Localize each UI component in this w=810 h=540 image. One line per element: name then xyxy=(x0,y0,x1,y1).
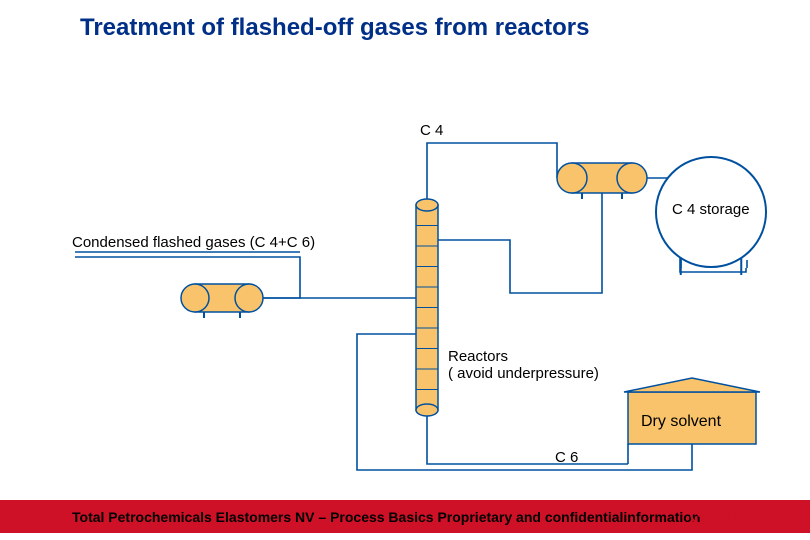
label-c6: C 6 xyxy=(555,449,578,466)
label-reactors-l1: Reactors xyxy=(448,348,508,365)
label-c4: C 4 xyxy=(420,122,443,139)
label-condensed: Condensed flashed gases (C 4+C 6) xyxy=(72,234,315,251)
page-title: Treatment of flashed-off gases from reac… xyxy=(80,14,589,42)
label-c4-storage: C 4 storage xyxy=(672,201,750,218)
label-reactors-l2: ( avoid underpressure) xyxy=(448,365,599,382)
atofina-logo: ATOFINA xyxy=(690,504,778,524)
diagram-svg xyxy=(0,0,810,540)
atofina-logo-icon xyxy=(690,504,710,524)
footer-text: Total Petrochemicals Elastomers NV – Pro… xyxy=(72,509,700,525)
atofina-logo-text: ATOFINA xyxy=(714,506,778,522)
label-dry-solvent: Dry solvent xyxy=(641,413,721,431)
